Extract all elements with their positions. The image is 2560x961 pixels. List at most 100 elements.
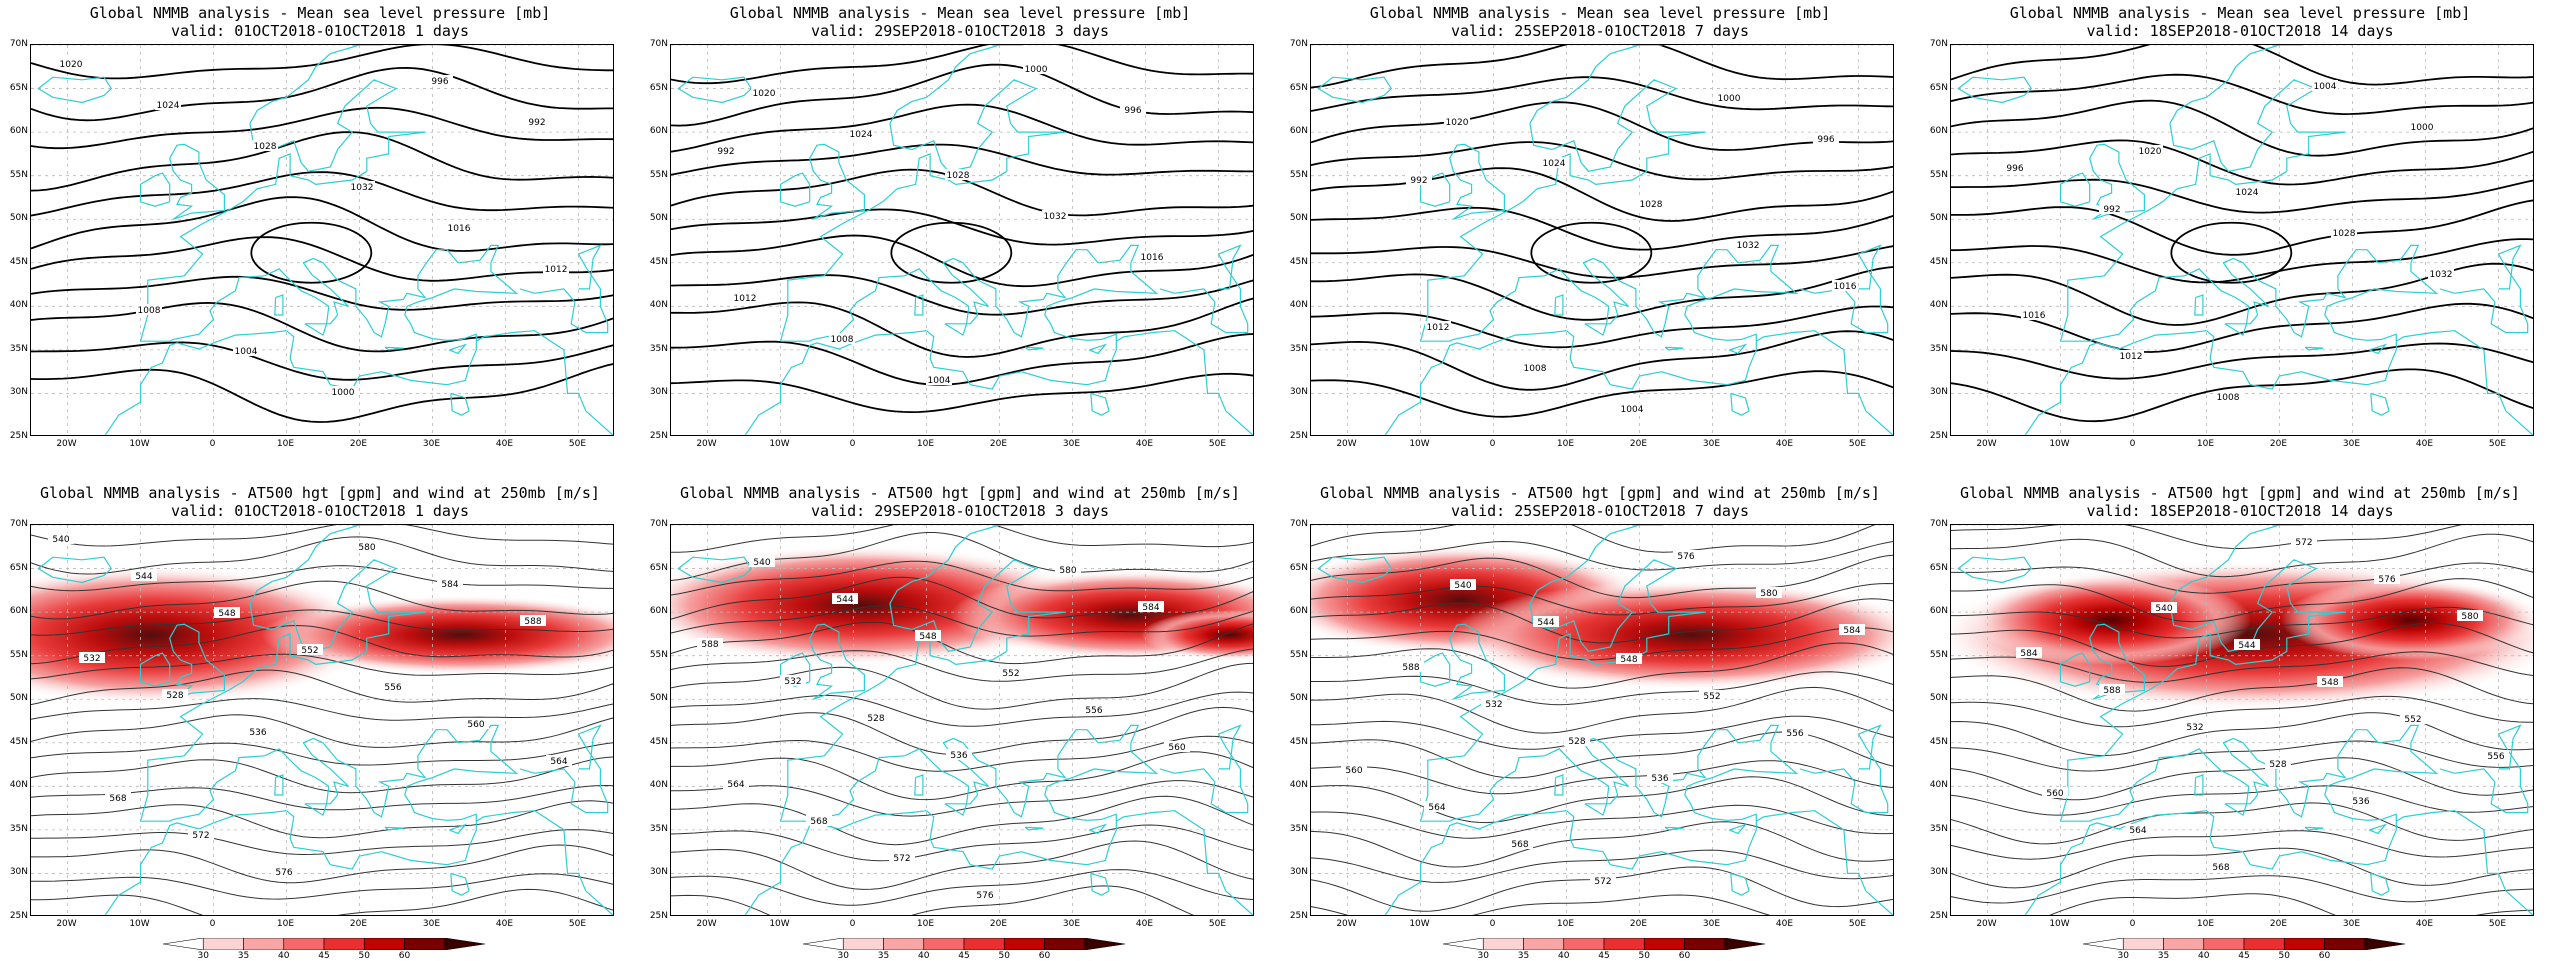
colorbar-segment [803,938,844,950]
isobar-line [31,341,613,381]
contour-label: 580 [1760,589,1777,599]
colorbar-tick-label: 50 [358,951,370,961]
lon-tick-label: 0 [209,919,216,929]
contour-label: 564 [1428,803,1445,813]
lon-tick-label: 20W [56,919,77,929]
contour-label: 564 [2129,826,2146,836]
lon-tick-label: 10E [1556,919,1575,929]
contour-label: 572 [192,831,209,841]
colorbar-segment [842,938,884,950]
contour-label: 1020 [753,89,776,99]
colorbar-tick-label: 50 [998,951,1010,961]
isobar-line [1951,238,2533,284]
contour-label-bg [1042,210,1068,221]
contour-label-bg [79,652,105,663]
lon-tick-label: 40E [1775,919,1794,929]
isobar-line [1311,245,1893,279]
contour-label: 1028 [2333,229,2356,239]
lat-tick-label: 60N [1289,126,1308,137]
lon-tick-label: 40E [495,439,514,449]
isobar-line [671,297,1253,358]
contour-label: 1020 [2139,147,2162,157]
coastline [1957,45,2533,435]
contour-label-bg [1425,321,1451,332]
contour-label-bg [713,145,739,156]
contour-label-bg [751,87,777,98]
contour-label: 564 [550,757,567,767]
isobar-line [671,333,1253,386]
colorbar-tick-label: 45 [318,951,330,961]
colorbar-tick-label: 35 [1517,951,1530,961]
contour-label: 1024 [1543,159,1566,169]
contour-label-bg [48,533,74,544]
contour-label-bg [780,675,806,686]
lat-tick-label: 40N [1289,300,1308,311]
lat-tick-label: 25N [1289,911,1308,921]
isobar-line [31,131,613,192]
lat-tick-label: 25N [9,431,28,441]
geopotential-contour [31,873,613,900]
isobar-line [1951,368,2533,423]
contour-label: 1032 [1044,212,1067,222]
contour-label-bg [1619,403,1645,414]
mslp-panel-2: Global NMMB analysis - Mean sea level pr… [640,0,1280,450]
geopotential-contour [1951,785,2533,816]
isobar-line [671,234,1253,288]
lon-tick-label: 10E [2196,439,2215,449]
colorbar-tick-label: 35 [877,951,890,961]
panel-title: Global NMMB analysis - AT500 hgt [gpm] a… [0,484,640,520]
colorbar-tick-label: 60 [2318,951,2331,961]
isobar-line [671,208,1253,246]
colorbar-segment [2243,938,2285,950]
geopotential-contour [1311,760,1893,795]
contour-label-bg [2483,750,2509,761]
geopotential-contour [1951,695,2533,728]
lon-tick-label: 20W [1976,919,1997,929]
contour-label: 588 [2103,686,2120,696]
contour-label-bg [349,181,375,192]
lat-tick-label: 65N [649,562,668,573]
lat-tick-label: 55N [9,169,28,180]
geopotential-contour [31,609,613,636]
lat-tick-label: 30N [649,867,668,878]
contour-label-bg [832,593,858,604]
lon-tick-label: 40E [1775,439,1794,449]
contour-label-bg [427,75,453,86]
lon-tick-label: 10E [2196,919,2215,929]
coastline [37,45,613,435]
lon-tick-label: 40E [2415,919,2434,929]
title-text: Global NMMB analysis - Mean sea level pr… [89,4,551,22]
lat-tick-label: 25N [9,911,28,921]
isobar-line [1311,305,1893,349]
colorbar-segment [404,938,446,950]
contour-label: 552 [1703,692,1720,702]
contour-label: 556 [1786,729,1803,739]
contour-label-bg [723,778,749,789]
contour-label: 548 [919,632,936,642]
contour-label-bg [1139,251,1165,262]
geopotential-contour [31,844,613,884]
contour-label: 532 [784,677,801,687]
lat-tick-label: 70N [1929,519,1948,529]
contour-label-bg [1424,801,1450,812]
geopotential-contour [1951,740,2533,772]
geopotential-contour [1311,525,1876,553]
contour-label: 556 [1085,706,1102,716]
coastline [1317,525,1893,915]
high-pressure-contour [2170,221,2293,284]
lon-tick-label: 10W [2049,919,2070,929]
valid-text: valid: 25SEP2018-01OCT2018 7 days [1450,502,1749,520]
lon-tick-label: 50E [1208,919,1227,929]
contour-label-bg [2208,861,2234,872]
contour-label: 1004 [1621,405,1644,415]
colorbar-segment [2283,938,2325,950]
colorbar [1443,938,1765,950]
lat-tick-label: 45N [1289,256,1308,267]
contour-label-bg [131,570,157,581]
contour-label: 584 [441,580,458,590]
lon-tick-label: 20W [696,439,717,449]
lon-tick-label: 10E [1556,439,1575,449]
geopotential-contour [671,795,1253,846]
isobar-line [671,143,1253,176]
high-pressure-contour [890,221,1013,284]
